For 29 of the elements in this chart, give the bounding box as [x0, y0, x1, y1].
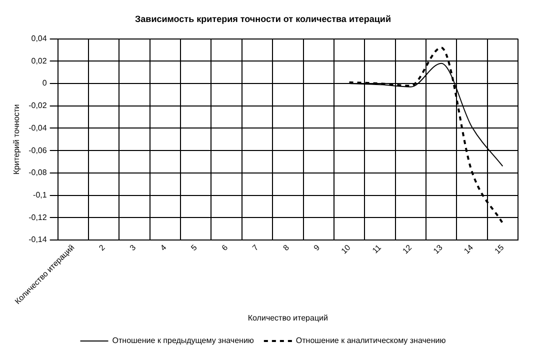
x-tick-label: 5	[189, 242, 200, 252]
y-axis-title: Критерий точности	[12, 104, 22, 175]
x-tick-label: 8	[281, 242, 292, 252]
x-tick-label: 2	[97, 242, 108, 252]
y-tick-label: 0	[42, 78, 48, 88]
x-tick-label: 9	[312, 242, 322, 252]
y-tick-label: -0,08	[28, 168, 48, 178]
x-tick-label: 10	[340, 242, 353, 256]
y-tick-label: -0,04	[28, 123, 48, 132]
y-tick-label: 0,02	[31, 56, 48, 66]
x-tick-label: 6	[220, 242, 230, 252]
y-tick-label: -0,1	[33, 190, 48, 200]
chart-title: Зависимость критерия точности от количества итераций	[135, 14, 391, 24]
x-tick-label: 12	[400, 242, 414, 256]
y-tick-label: 0,04	[31, 34, 48, 44]
x-tick-label: 11	[370, 242, 384, 256]
x-tick-label: 4	[158, 242, 169, 252]
y-tick-label: -0,12	[28, 212, 48, 222]
x-tick-label: 7	[250, 242, 261, 252]
legend-label: Отношение к предыдущему значению	[112, 336, 254, 346]
x-tick-label: 14	[462, 242, 476, 256]
y-tick-label: -0,02	[28, 101, 48, 110]
y-tick-label: -0,06	[28, 146, 48, 155]
legend-label: Отношение к аналитическому значению	[296, 336, 446, 346]
x-tick-label: 13	[432, 242, 445, 256]
x-tick-label: 15	[492, 242, 506, 256]
y-tick-label: -0,14	[28, 235, 48, 244]
x-tick-label: 3	[128, 242, 138, 252]
x-axis-title: Количество итераций	[248, 313, 328, 322]
